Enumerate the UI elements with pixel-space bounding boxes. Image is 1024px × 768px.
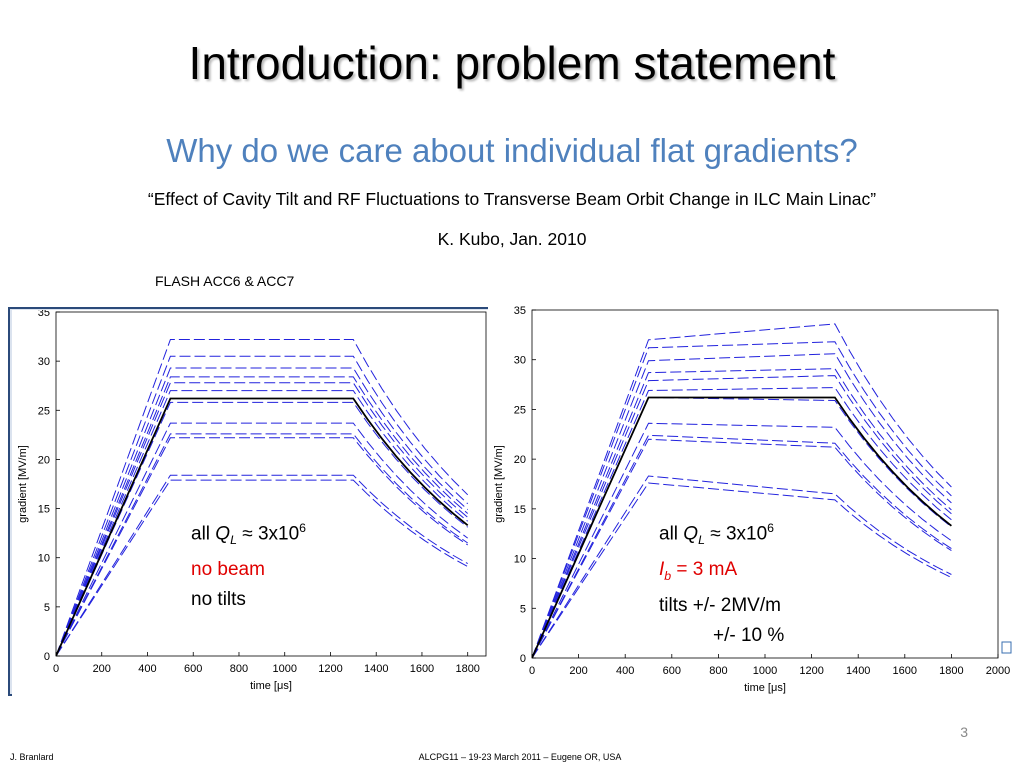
reference-title: “Effect of Cavity Tilt and RF Fluctuatio…	[147, 189, 877, 209]
y-tick-label: 5	[520, 603, 526, 615]
series-line-solid	[532, 396, 952, 658]
x-tick-label: 800	[230, 663, 248, 675]
note-right-line1: all QL ≈ 3x106	[659, 521, 775, 548]
series-line-dashed	[532, 375, 952, 658]
x-tick-label: 1800	[455, 663, 479, 675]
series-line-dashed	[532, 422, 952, 658]
series-line-dashed	[56, 376, 469, 656]
x-tick-label: 600	[663, 665, 681, 677]
y-tick-label: 15	[514, 504, 526, 516]
series-line-dashed	[532, 434, 952, 658]
x-tick-label: 200	[93, 663, 111, 675]
series-line-dashed	[56, 401, 469, 656]
series-line-dashed	[56, 433, 468, 656]
x-tick-label: 1000	[753, 665, 777, 677]
y-tick-label: 30	[38, 356, 50, 368]
x-tick-label: 0	[529, 665, 535, 677]
footer-author: J. Branlard	[10, 752, 54, 762]
x-tick-label: 800	[709, 665, 727, 677]
reference-author: K. Kubo, Jan. 2010	[437, 229, 587, 249]
series-line-dashed	[56, 367, 469, 656]
series-line-dashed	[532, 475, 952, 658]
y-tick-label: 30	[514, 355, 526, 367]
x-tick-label: 2000	[986, 665, 1010, 677]
x-tick-label: 1600	[893, 665, 917, 677]
note-left-line2: no beam	[191, 559, 265, 581]
slide-subtitle: Why do we care about individual flat gra…	[166, 132, 858, 169]
note-right-line4: +/- 10 %	[713, 624, 785, 646]
x-axis-label: time [μs]	[250, 680, 292, 692]
x-tick-label: 400	[616, 665, 634, 677]
note-left-line1: all QL ≈ 3x106	[191, 521, 307, 548]
series-line-dashed	[56, 437, 468, 656]
chart-right: 0 200 400 600 800 1000 1200 1400 1600 1800 2000 0 5 1…	[488, 300, 1012, 698]
series-line-dashed	[532, 396, 952, 658]
series-line-dashed	[56, 339, 469, 656]
y-tick-label: 15	[38, 504, 50, 516]
series-line-dashed	[532, 482, 952, 658]
figure-caption: FLASH ACC6 & ACC7	[155, 273, 295, 289]
series-line-dashed	[532, 368, 952, 658]
x-tick-label: 1200	[318, 663, 342, 675]
series-line-dashed	[56, 474, 468, 656]
x-tick-label: 1400	[846, 665, 870, 677]
x-tick-label: 1600	[410, 663, 434, 675]
y-tick-label: 0	[44, 651, 50, 663]
footer-conference: ALCPG11 – 19-23 March 2011 – Eugene OR, …	[418, 752, 622, 762]
note-right-line3: tilts +/- 2MV/m	[659, 594, 781, 616]
y-tick-label: 35	[514, 305, 526, 317]
x-axis-label: time [μs]	[744, 682, 786, 694]
x-tick-label: 200	[569, 665, 587, 677]
page-number: 3	[960, 724, 968, 740]
y-tick-label: 25	[38, 405, 50, 417]
series-line-dashed	[56, 479, 468, 656]
note-right: all QL ≈ 3x106 Ib = 3 mA tilts +/- 2MV/m…	[659, 513, 784, 651]
series-line-dashed	[532, 438, 952, 658]
edge-marker-box	[1001, 641, 1012, 654]
y-tick-label: 5	[44, 602, 50, 614]
series-line-dashed	[532, 323, 952, 658]
series-line-dashed	[532, 387, 952, 658]
x-tick-label: 1400	[364, 663, 388, 675]
y-tick-label: 25	[514, 404, 526, 416]
chart-left: 0 200 400 600 800 1000 1200 1400 1600 1800 0 5 10 15 2…	[12, 310, 488, 696]
y-axis-label: gradient [MV/m]	[17, 445, 29, 523]
slide-title: Introduction: problem statement	[188, 37, 836, 89]
x-tick-label: 1200	[799, 665, 823, 677]
series-line-dashed	[532, 341, 952, 658]
y-tick-label: 20	[38, 454, 50, 466]
y-tick-label: 10	[38, 553, 50, 565]
x-tick-label: 400	[138, 663, 156, 675]
y-tick-label: 0	[520, 653, 526, 665]
series-line-solid	[56, 397, 469, 656]
y-tick-label: 10	[514, 554, 526, 566]
series-line-dashed	[532, 353, 952, 658]
x-tick-label: 600	[184, 663, 202, 675]
series-group	[532, 323, 952, 658]
series-line-dashed	[56, 382, 469, 656]
note-left-line3: no tilts	[191, 589, 246, 611]
note-right-line2: Ib = 3 mA	[659, 559, 738, 583]
x-tick-label: 1000	[272, 663, 296, 675]
series-line-dashed	[56, 422, 468, 656]
series-line-dashed	[56, 390, 469, 656]
x-tick-label: 0	[53, 663, 59, 675]
series-line-dashed	[56, 355, 469, 656]
series-group	[56, 339, 469, 656]
note-left: all QL ≈ 3x106 no beam no tilts	[191, 513, 306, 615]
x-tick-label: 1800	[939, 665, 963, 677]
y-tick-label: 35	[38, 310, 50, 319]
y-axis-label: gradient [MV/m]	[493, 445, 505, 523]
y-tick-label: 20	[514, 454, 526, 466]
